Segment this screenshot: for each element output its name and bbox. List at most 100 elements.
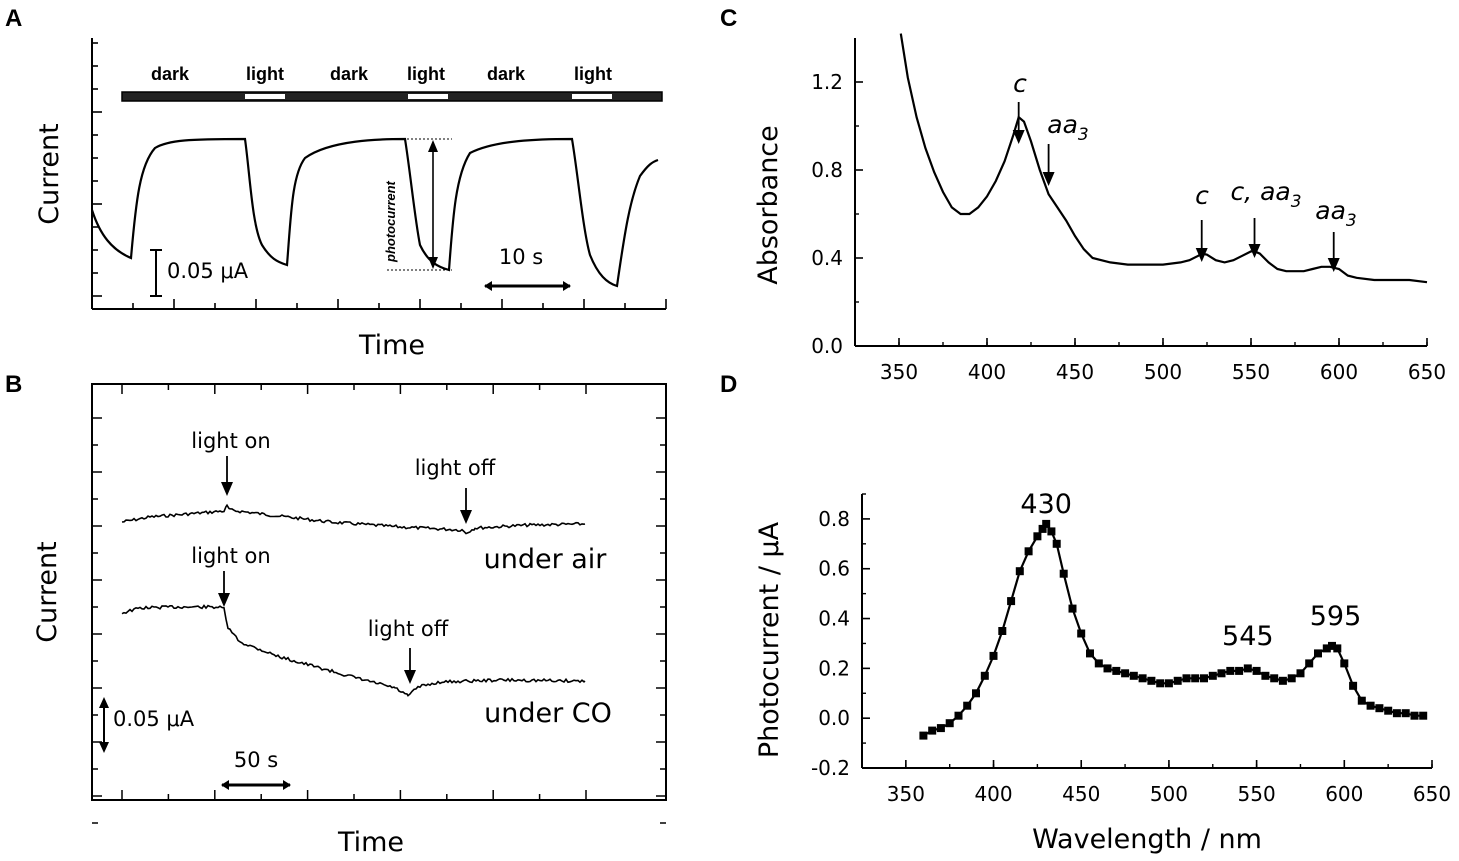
time-scale-label: 10 s [499,245,543,269]
absorbance-annotation-label: c [1195,181,1209,210]
photocurrent-data-point [1052,539,1061,548]
panel-b-ticks [92,384,666,824]
panel-a-y-title: Current [34,123,65,224]
photocurrent-data-point [1138,674,1147,683]
panel-d-x-tick-label: 650 [1413,782,1451,806]
photocurrent-data-point [1226,666,1235,675]
photocurrent-data-point [1047,527,1056,536]
photocurrent-data-point [1121,669,1130,678]
illumination-label: light [246,64,284,84]
panel-d-y-tick-label: -0.2 [811,756,850,780]
illumination-label: dark [151,64,190,84]
series-label-under-co: under CO [484,698,612,729]
photocurrent-data-point [954,711,963,720]
panel-c-y-title: Absorbance [753,125,784,285]
photocurrent-data-point [1375,704,1384,713]
light-on-arrowhead-air [221,482,233,496]
photocurrent-data-point [1305,659,1314,668]
photocurrent-data-point [1147,676,1156,685]
photocurrent-data-point [1384,706,1393,715]
panel-d-x-tick-label: 450 [1062,782,1100,806]
panel-a-x-title: Time [358,330,425,361]
panel-d-y-title: Photocurrent / μA [754,521,785,758]
photocurrent-data-point [1296,669,1305,678]
panel-letter-c: C [720,5,737,32]
panel-d-x-tick-label: 600 [1325,782,1363,806]
panel-c-y-tick-label: 0.0 [811,334,843,358]
photocurrent-data-point [945,719,954,728]
current-scale-label-b: 0.05 μA [113,707,195,731]
light-on-label-co: light on [191,544,270,568]
photocurrent-data-point [1287,674,1296,683]
illumination-light-segment [572,94,612,99]
photocurrent-data-point [1235,666,1244,675]
photocurrent-data-point [1401,709,1410,718]
photocurrent-data-point [1038,524,1047,533]
photocurrent-data-point [1200,674,1208,683]
photocurrent-data-point [1068,604,1077,613]
photocurrent-data-point [1033,532,1042,541]
photocurrent-data-point [1129,671,1138,680]
illumination-label: dark [330,64,369,84]
absorbance-annotation-arrowhead [1195,248,1208,262]
photocurrent-data-point [1164,679,1173,688]
panel-d: D 350 400 450 500 550 600 650 -0.2 0.0 0.2 0.4 0.6 0… [720,371,1451,855]
panel-a: A dark light dark light dark light photo… [5,5,667,361]
photocurrent-data-point [1322,644,1331,653]
light-on-label-air: light on [191,429,270,453]
photocurrent-data-point [1314,649,1322,658]
photocurrent-peak-labels: 430 545 595 [1020,489,1361,652]
absorbance-annotation-arrowhead [1042,172,1055,186]
photocurrent-data-point [1042,519,1051,528]
photocurrent-data-point [980,671,989,680]
photocurrent-data-point [1392,709,1401,718]
photocurrent-spectrum-markers [919,519,1428,740]
photocurrent-data-point [928,726,937,735]
illumination-bar-frame [121,91,663,102]
time-scale-arrowheads-b [221,780,291,790]
panel-d-y-tick-label: 0.2 [818,656,850,680]
panel-d-y-tick-label: 0.0 [818,706,850,730]
absorbance-annotation-label: c, aa3 [1230,177,1301,212]
photocurrent-data-point [1419,711,1428,720]
panel-c-y-tick-label: 1.2 [811,70,843,94]
panel-c-x-tick-label: 500 [1144,360,1182,384]
panel-a-y-ticks [92,42,102,297]
panel-d-y-tick-label: 0.4 [818,607,850,631]
photocurrent-data-point [1328,641,1336,650]
photocurrent-data-point [919,731,928,740]
photocurrent-data-point [1024,547,1033,556]
panel-c-x-tick-label: 650 [1408,360,1446,384]
panel-d-x-tick-label: 550 [1238,782,1276,806]
panel-b-x-title: Time [337,827,404,858]
time-scale-label-b: 50 s [234,748,278,772]
photocurrent-data-point [1208,671,1217,680]
light-off-label-co: light off [368,617,449,641]
panel-letter-b: B [5,371,22,398]
photocurrent-data-point [1112,666,1121,675]
photocurrent-label: photocurrent [383,180,398,263]
panel-c-ticks: 350 400 450 500 550 600 650 0.0 0.4 0.8 1.2 [811,70,1446,384]
absorbance-annotations: c aa3 c c, aa3 aa3 [1012,69,1357,272]
absorbance-annotation-label: aa3 [1315,196,1356,231]
photocurrent-data-point [1270,674,1279,683]
panel-b-frame [91,383,667,801]
photocurrent-data-point [1252,666,1261,675]
light-off-arrowhead-co [404,670,416,684]
illumination-label: light [574,64,612,84]
photocurrent-data-point [1059,569,1068,578]
photocurrent-data-point [1278,676,1287,685]
photocurrent-data-point [1340,659,1349,668]
panel-c-x-tick-label: 350 [880,360,918,384]
illumination-bar: dark light dark light dark light [121,64,663,102]
under-air-trace [121,503,586,535]
absorbance-annotation-arrowhead [1248,244,1261,258]
light-off-label-air: light off [415,456,496,480]
under-co-trace [121,604,586,697]
current-scale-label: 0.05 μA [167,259,249,283]
series-label-under-air: under air [484,544,608,575]
photocurrent-data-point [1094,659,1103,668]
panel-b-y-title: Current [32,541,63,642]
panel-d-x-tick-label: 350 [887,782,925,806]
panel-d-ticks: 350 400 450 500 550 600 650 -0.2 0.0 0.2 0.4 0.6 0.8 [811,493,1451,806]
